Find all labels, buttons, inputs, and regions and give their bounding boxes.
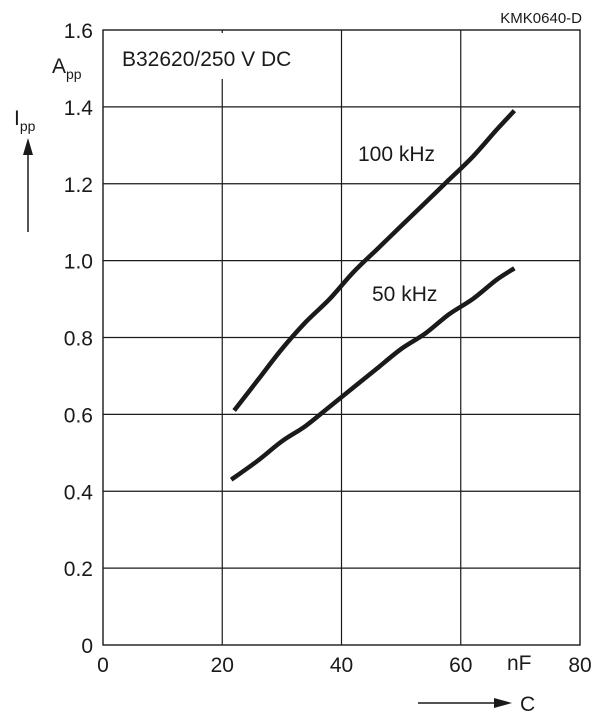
figure-code: KMK0640-D <box>500 10 582 27</box>
y-tick-labels: 0 0.2 0.4 0.6 0.8 1.0 1.2 1.4 1.6 <box>64 20 94 658</box>
series-line-50khz <box>229 266 516 482</box>
x-tick-labels: 0 20 40 60 80 <box>97 654 592 677</box>
plot-frame <box>102 29 581 646</box>
series-label-100khz: 100 kHz <box>358 143 435 166</box>
y-label-main: I <box>14 107 20 130</box>
y-tick-label: 0.2 <box>64 558 93 581</box>
x-tick-label: 80 <box>568 654 591 677</box>
x-axis-arrow <box>418 698 512 708</box>
series-line-100khz <box>232 109 517 412</box>
y-label-sub: pp <box>20 118 36 134</box>
chart-title-box <box>104 33 340 79</box>
x-tick-label: 20 <box>211 654 234 677</box>
x-tick-label: 40 <box>330 654 353 677</box>
chart-title: B32620/250 V DC <box>122 48 291 71</box>
x-axis-label: C <box>520 693 535 715</box>
series-label-50khz: 50 kHz <box>372 283 437 306</box>
series-layer <box>229 109 517 482</box>
y-tick-label: 1.0 <box>64 251 93 274</box>
y-tick-label: 1.6 <box>64 20 93 43</box>
x-unit-label: nF <box>507 652 532 675</box>
y-unit-main: A <box>52 55 66 78</box>
y-tick-label: 0 <box>81 635 93 658</box>
y-unit-label: App <box>52 55 82 82</box>
y-tick-label: 0.6 <box>64 404 93 427</box>
y-axis-label: Ipp <box>14 107 36 134</box>
x-tick-label: 60 <box>449 654 472 677</box>
y-tick-label: 0.4 <box>64 481 94 504</box>
y-tick-label: 1.4 <box>64 97 94 120</box>
y-tick-label: 0.8 <box>64 328 93 351</box>
y-unit-sub: pp <box>66 66 82 82</box>
x-tick-label: 0 <box>97 654 109 677</box>
y-tick-label: 1.2 <box>64 174 93 197</box>
y-axis-arrow <box>23 138 33 232</box>
grid <box>103 30 580 645</box>
